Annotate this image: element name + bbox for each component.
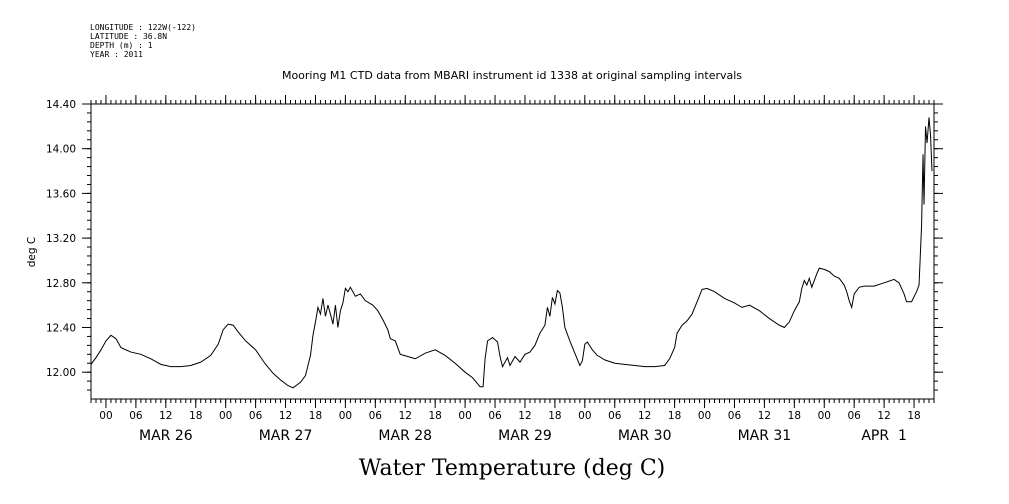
year-text: YEAR : 2011 (90, 50, 143, 59)
x-hour-label: 00 (578, 410, 591, 422)
x-axis-label: Water Temperature (deg C) (359, 456, 666, 481)
metadata-block: LONGITUDE : 122W(-122) LATITUDE : 36.8N … (90, 23, 196, 59)
x-hour-label: 12 (159, 410, 172, 422)
y-tick-label: 12.80 (46, 278, 76, 290)
x-hour-label: 06 (249, 410, 263, 422)
x-hour-label: 06 (848, 410, 862, 422)
x-hour-label: 12 (638, 410, 651, 422)
x-hour-label: 18 (548, 410, 561, 422)
x-hour-label: 18 (309, 410, 322, 422)
x-hour-label: 18 (907, 410, 920, 422)
minor-ticks (87, 100, 938, 403)
depth-text: DEPTH (m) : 1 (90, 41, 153, 50)
x-hour-label: 00 (339, 410, 352, 422)
x-hour-label: 12 (758, 410, 771, 422)
plot-frame (90, 103, 935, 400)
x-hour-label: 00 (698, 410, 711, 422)
chart-title: Mooring M1 CTD data from MBARI instrumen… (282, 69, 742, 82)
x-date-label: MAR 31 (738, 428, 792, 444)
x-hour-label: 06 (369, 410, 383, 422)
x-hour-label: 12 (877, 410, 890, 422)
x-date-label: MAR 26 (139, 428, 193, 444)
x-date-label: APR 1 (861, 428, 907, 444)
x-hour-label: 12 (399, 410, 412, 422)
x-hour-label: 18 (668, 410, 681, 422)
latitude-text: LATITUDE : 36.8N (90, 32, 167, 41)
x-hour-label: 00 (99, 410, 112, 422)
x-hour-label: 12 (518, 410, 531, 422)
y-tick-label: 14.40 (46, 99, 76, 111)
y-axis: 12.00 12.40 12.80 13.20 13.60 14.00 14.40 (46, 99, 943, 379)
y-axis-label: deg C (26, 237, 38, 267)
x-date-label: MAR 28 (378, 428, 432, 444)
x-hour-label: 00 (458, 410, 471, 422)
x-date-label: MAR 27 (259, 428, 313, 444)
x-hour-label: 06 (608, 410, 622, 422)
x-date-label: MAR 30 (618, 428, 672, 444)
x-axis: 00 06 12 18 00 06 12 18 00 06 12 18 00 06 12 18 00 06 12 18… (99, 95, 921, 444)
x-hour-label: 06 (488, 410, 502, 422)
x-hour-label: 06 (728, 410, 742, 422)
x-hour-label: 00 (818, 410, 831, 422)
longitude-text: LONGITUDE : 122W(-122) (90, 23, 196, 32)
x-hour-label: 18 (788, 410, 801, 422)
x-hour-label: 06 (129, 410, 143, 422)
y-tick-label: 13.60 (46, 188, 76, 200)
y-tick-label: 14.00 (46, 144, 76, 156)
x-hour-label: 00 (219, 410, 232, 422)
x-hour-label: 12 (279, 410, 292, 422)
y-tick-label: 13.20 (46, 233, 76, 245)
y-tick-label: 12.40 (46, 322, 76, 334)
y-tick-label: 12.00 (46, 367, 76, 379)
x-hour-label: 18 (189, 410, 202, 422)
x-hour-label: 18 (428, 410, 441, 422)
temperature-series-line (90, 117, 933, 389)
x-date-label: MAR 29 (498, 428, 552, 444)
